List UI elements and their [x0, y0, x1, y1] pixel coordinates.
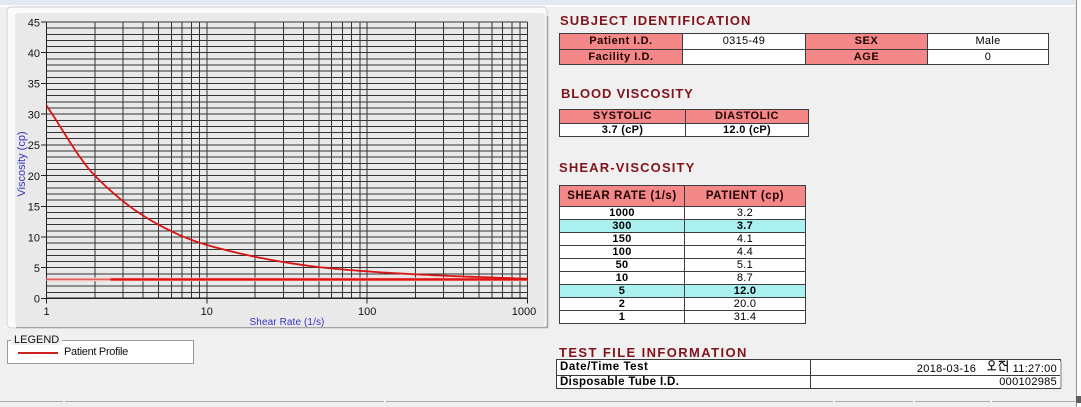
svg-text:25: 25 [28, 140, 40, 152]
svg-text:1: 1 [43, 306, 49, 318]
svg-text:20: 20 [28, 171, 40, 183]
svg-text:1000: 1000 [512, 306, 536, 318]
svg-text:30: 30 [28, 109, 40, 121]
svg-text:5: 5 [34, 263, 40, 275]
svg-text:100: 100 [358, 306, 376, 318]
svg-text:40: 40 [28, 48, 40, 60]
svg-text:15: 15 [28, 202, 40, 214]
svg-text:Shear Rate (1/s): Shear Rate (1/s) [250, 317, 325, 328]
svg-text:35: 35 [28, 79, 40, 91]
svg-text:10: 10 [28, 232, 40, 244]
svg-text:Viscosity (cp): Viscosity (cp) [16, 131, 28, 196]
svg-text:0: 0 [34, 294, 40, 306]
svg-text:10: 10 [201, 306, 213, 318]
svg-text:45: 45 [28, 17, 40, 29]
